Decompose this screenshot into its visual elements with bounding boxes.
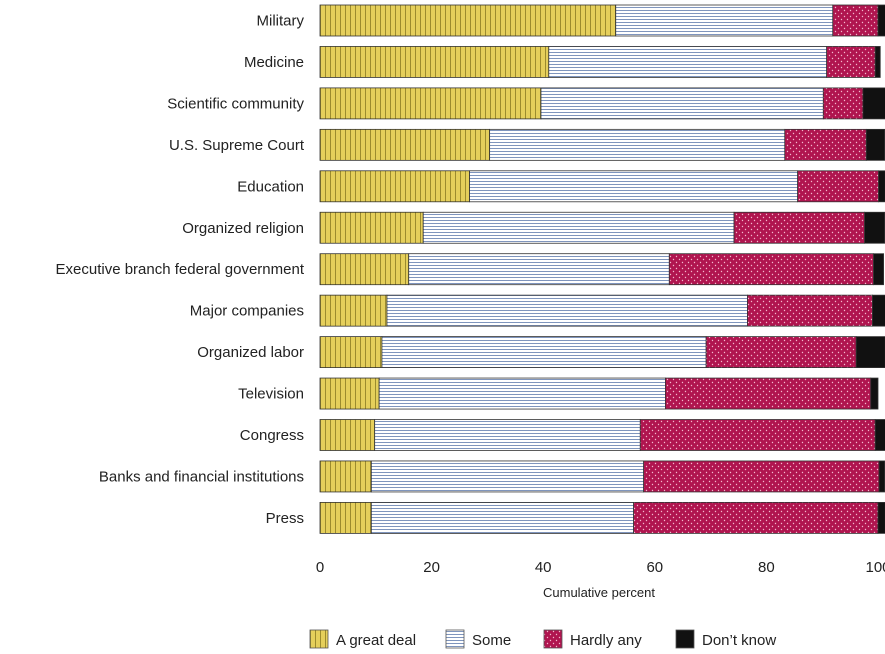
bar-segment-organized-religion-don-t-know: [864, 211, 885, 244]
bar-segment-press-a-great-deal: [319, 501, 372, 534]
bar-segment-medicine-don-t-know: [874, 46, 881, 78]
legend-label-dont-know: Don’t know: [702, 632, 776, 649]
bar-segment-organized-labor-some: [381, 336, 707, 369]
legend-swatch-great-deal: [309, 629, 329, 649]
category-label-medicine: Medicine: [244, 54, 304, 71]
bar-segment-education-some: [469, 170, 799, 203]
legend-label-hardly-any: Hardly any: [570, 632, 642, 649]
legend: A great deal Some Hardly any Don’t know: [309, 629, 776, 649]
bar-segment-banks-and-financial-institutions-don-t-know: [878, 460, 885, 493]
category-label-executive-branch-federal-government: Executive branch federal government: [56, 261, 305, 278]
bar-segment-executive-branch-federal-government-a-great-deal: [319, 253, 410, 286]
bar-segment-education-don-t-know: [878, 170, 885, 203]
category-label-organized-religion: Organized religion: [182, 220, 304, 237]
category-labels: Military Medicine Scientific community U.S.…: [56, 13, 305, 527]
bar-segment-banks-and-financial-institutions-some: [370, 460, 645, 493]
bar-segment-banks-and-financial-institutions-hardly-any: [643, 460, 880, 493]
bar-segment-u-s-supreme-court-some: [489, 128, 786, 161]
bar-segment-medicine-hardly-any: [826, 46, 876, 78]
bar-segment-congress-a-great-deal: [319, 419, 376, 451]
bar-segment-organized-labor-a-great-deal: [319, 336, 383, 369]
category-label-major-companies: Major companies: [190, 303, 304, 320]
bar-segment-major-companies-don-t-know: [872, 294, 885, 327]
bar-segment-scientific-community-some: [540, 87, 824, 120]
legend-swatch-hardly-any: [543, 629, 563, 649]
x-tick-label-60: 60: [646, 559, 663, 576]
bars-layer: [319, 4, 885, 534]
category-label-u-s-supreme-court: U.S. Supreme Court: [169, 137, 305, 154]
bar-segment-education-a-great-deal: [319, 170, 470, 203]
bar-segment-congress-hardly-any: [639, 419, 876, 451]
x-tick-label-20: 20: [423, 559, 440, 576]
bar-segment-organized-religion-some: [422, 211, 735, 244]
legend-label-some: Some: [472, 632, 511, 649]
bar-segment-military-hardly-any: [832, 4, 879, 37]
bar-segment-major-companies-a-great-deal: [319, 294, 388, 327]
bar-segment-banks-and-financial-institutions-a-great-deal: [319, 460, 372, 493]
legend-swatch-some: [445, 629, 465, 649]
x-tick-label-80: 80: [758, 559, 775, 576]
bar-segment-major-companies-hardly-any: [747, 294, 873, 327]
bar-segment-organized-religion-a-great-deal: [319, 211, 424, 244]
bar-segment-organized-religion-hardly-any: [733, 211, 866, 244]
bar-segment-press-don-t-know: [877, 501, 885, 534]
bar-segment-television-hardly-any: [665, 377, 872, 410]
legend-label-great-deal: A great deal: [336, 632, 416, 649]
bar-segment-press-some: [370, 501, 635, 534]
bar-segment-military-a-great-deal: [319, 4, 617, 37]
bar-segment-executive-branch-federal-government-don-t-know: [873, 253, 884, 286]
bar-segment-u-s-supreme-court-a-great-deal: [319, 128, 491, 161]
category-label-military: Military: [257, 13, 305, 30]
bar-segment-military-don-t-know: [877, 4, 885, 37]
category-label-scientific-community: Scientific community: [167, 95, 304, 112]
bar-segment-scientific-community-a-great-deal: [319, 87, 542, 120]
bar-segment-education-hardly-any: [797, 170, 879, 203]
category-label-education: Education: [237, 178, 304, 195]
category-label-press: Press: [266, 510, 304, 527]
category-label-organized-labor: Organized labor: [197, 344, 304, 361]
bar-segment-executive-branch-federal-government-hardly-any: [668, 253, 874, 286]
bar-segment-organized-labor-hardly-any: [705, 336, 857, 369]
bar-segment-scientific-community-hardly-any: [822, 87, 864, 120]
bar-segment-organized-labor-don-t-know: [855, 336, 885, 369]
legend-swatch-dont-know: [675, 629, 695, 649]
bar-segment-executive-branch-federal-government-some: [408, 253, 670, 286]
bar-segment-television-don-t-know: [870, 377, 879, 410]
bar-segment-congress-don-t-know: [874, 419, 885, 451]
bar-segment-u-s-supreme-court-don-t-know: [865, 128, 885, 161]
bar-segment-congress-some: [374, 419, 641, 451]
bar-segment-medicine-some: [548, 46, 828, 78]
bar-segment-scientific-community-don-t-know: [862, 87, 885, 120]
bar-segment-television-a-great-deal: [319, 377, 380, 410]
bar-segment-press-hardly-any: [633, 501, 879, 534]
x-tick-label-0: 0: [316, 559, 324, 576]
x-tick-label-40: 40: [535, 559, 552, 576]
bar-segment-television-some: [378, 377, 666, 410]
x-axis-title: Cumulative percent: [543, 585, 655, 600]
bar-segment-major-companies-some: [386, 294, 748, 327]
x-axis: 0 20 40 60 80 100: [316, 559, 885, 576]
bar-segment-medicine-a-great-deal: [319, 46, 550, 78]
category-label-congress: Congress: [240, 427, 304, 444]
category-label-television: Television: [238, 386, 304, 403]
bar-segment-military-some: [615, 4, 834, 37]
category-label-banks-and-financial-institutions: Banks and financial institutions: [99, 468, 304, 485]
bar-segment-u-s-supreme-court-hardly-any: [784, 128, 867, 161]
x-tick-label-100: 100: [865, 559, 885, 576]
